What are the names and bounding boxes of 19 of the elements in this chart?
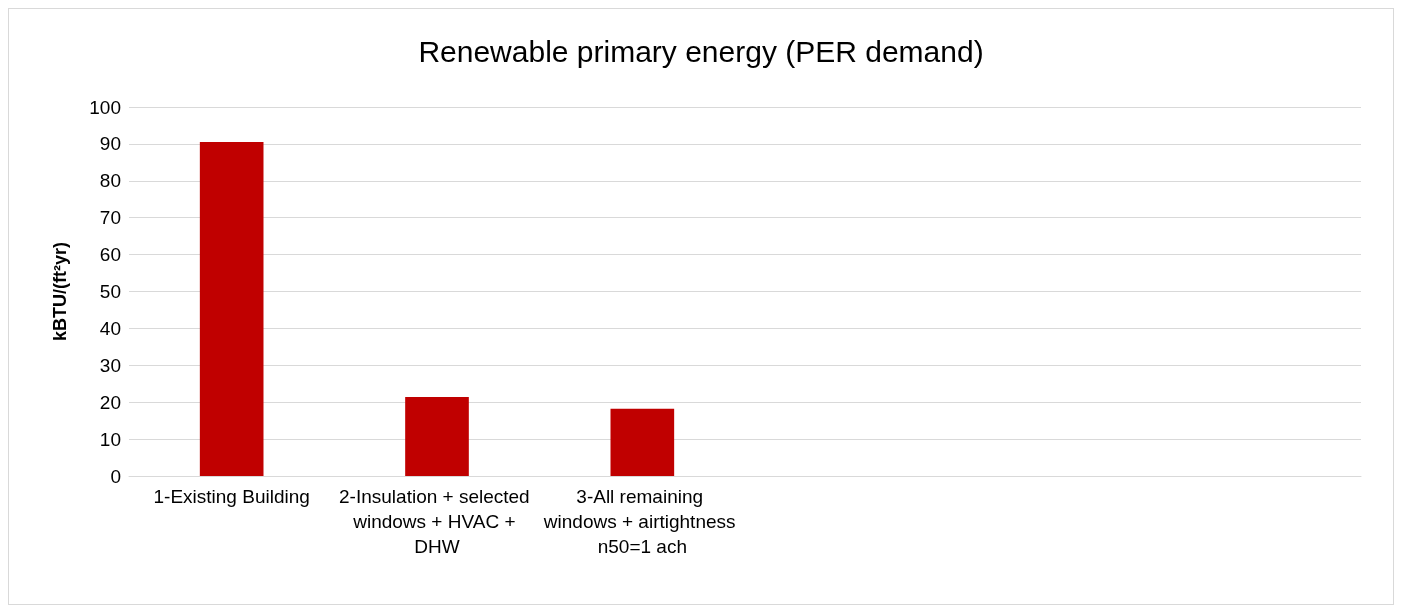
y-tick-label: 90 <box>99 133 121 155</box>
y-axis-title: kBTU/(ft²yr) <box>50 242 70 341</box>
y-tick-label: 50 <box>99 281 121 302</box>
y-tick-label: 60 <box>99 244 121 266</box>
y-tick-label: 20 <box>99 391 121 413</box>
chart-title: Renewable primary energy (PER demand) <box>418 34 984 68</box>
y-tick-label: 0 <box>110 465 121 487</box>
bar <box>610 408 675 476</box>
y-tick-label: 80 <box>99 170 121 192</box>
y-tick-label: 40 <box>99 317 121 339</box>
x-tick-label: 1-Existing Building <box>153 486 310 507</box>
y-tick-label: 70 <box>99 207 121 229</box>
x-tick-label: 3-All remaining windows + airtightness n50=1 ach <box>542 486 741 557</box>
x-tick-label: 2-Insulation + selected windows + HVAC + DHW <box>339 486 535 557</box>
y-tick-label: 100 <box>89 96 121 118</box>
bar <box>405 397 469 476</box>
y-tick-label: 10 <box>99 428 121 450</box>
y-tick-label: 30 <box>99 354 121 376</box>
bar <box>199 142 264 476</box>
